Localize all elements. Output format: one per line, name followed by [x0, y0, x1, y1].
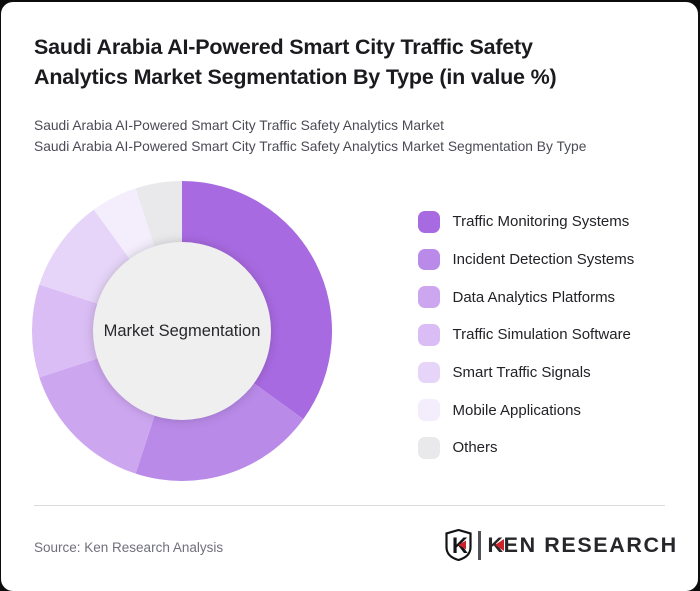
red-triangle-icon — [494, 539, 504, 551]
chart-title: Saudi Arabia AI-Powered Smart City Traff… — [34, 32, 557, 92]
legend-label: Traffic Monitoring Systems — [452, 213, 630, 231]
legend-label: Smart Traffic Signals — [452, 364, 591, 381]
chart-title-line2: Analytics Market Segmentation By Type (i… — [34, 65, 557, 89]
legend-item: Data Analytics Platforms — [418, 286, 634, 308]
legend-item: Incident Detection Systems — [418, 248, 635, 271]
brand-rest: EN RESEARCH — [503, 532, 678, 557]
donut-hole — [93, 242, 271, 420]
legend-item: Mobile Applications — [418, 399, 634, 421]
chart-subtitle-line1: Saudi Arabia AI-Powered Smart City Traff… — [34, 118, 444, 133]
legend-swatch-icon — [418, 437, 440, 459]
legend-item: Traffic Monitoring Systems — [418, 211, 634, 233]
legend-label: Others — [452, 439, 498, 457]
legend-swatch-icon — [418, 399, 440, 421]
legend-swatch-icon — [418, 361, 440, 384]
legend-swatch-icon — [418, 248, 440, 271]
legend-swatch-icon — [418, 286, 440, 308]
source-text: Source: Ken Research Analysis — [34, 540, 224, 555]
donut-chart-svg — [32, 181, 332, 481]
brand-text: K EN RESEARCH — [488, 533, 678, 558]
chart-title-line1: Saudi Arabia AI-Powered Smart City Traff… — [34, 35, 533, 59]
legend-item: Others — [418, 437, 634, 459]
logo-separator — [478, 530, 481, 560]
chart-subtitle-line2: Saudi Arabia AI-Powered Smart City Traff… — [34, 139, 587, 154]
legend-label: Mobile Applications — [452, 401, 581, 419]
chart-subtitle: Saudi Arabia AI-Powered Smart City Traff… — [34, 115, 586, 157]
footer-divider — [34, 505, 665, 506]
legend-label: Data Analytics Platforms — [452, 288, 616, 306]
donut-chart: Market Segmentation — [32, 181, 332, 481]
legend-item: Smart Traffic Signals — [418, 361, 634, 384]
legend-swatch-icon — [418, 324, 440, 346]
legend-swatch-icon — [418, 211, 440, 233]
shield-k-icon: K — [445, 529, 472, 561]
ken-research-logo: K K EN RESEARCH — [445, 529, 678, 561]
legend-item: Traffic Simulation Software — [418, 324, 634, 346]
legend-label: Incident Detection Systems — [452, 250, 635, 268]
legend-label: Traffic Simulation Software — [452, 326, 631, 344]
chart-legend: Traffic Monitoring Systems Incident Dete… — [418, 211, 634, 475]
